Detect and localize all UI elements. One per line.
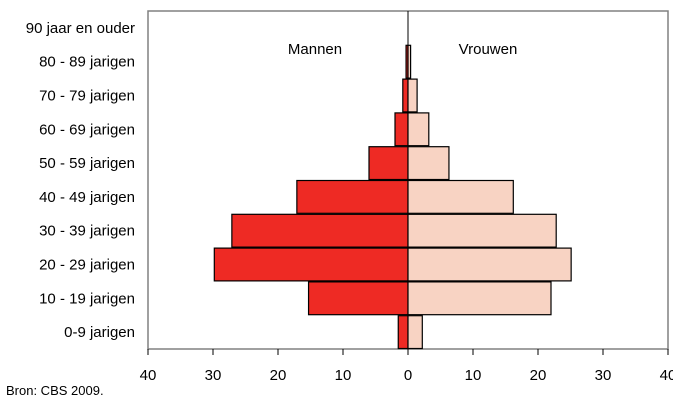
bar-mannen-7 bbox=[402, 78, 409, 113]
category-label: 60 - 69 jarigen bbox=[39, 121, 135, 138]
bars-group bbox=[213, 11, 572, 350]
bar-vrouwen-0 bbox=[407, 315, 423, 350]
x-tick-label: 20 bbox=[530, 367, 547, 384]
bar-mannen-3 bbox=[231, 213, 409, 248]
category-label: 70 - 79 jarigen bbox=[39, 88, 135, 105]
category-labels: 0-9 jarigen 10 - 19 jarigen 20 - 29 jarige… bbox=[26, 20, 135, 341]
category-label: 50 - 59 jarigen bbox=[39, 155, 135, 172]
series-label-mannen: Mannen bbox=[288, 41, 342, 58]
bar-mannen-5 bbox=[368, 146, 409, 181]
series-label-vrouwen: Vrouwen bbox=[459, 41, 518, 58]
bar-vrouwen-6 bbox=[407, 112, 430, 147]
x-tick-label: 10 bbox=[335, 367, 352, 384]
x-tick-label: 40 bbox=[660, 367, 673, 384]
bar-mannen-0 bbox=[397, 315, 409, 350]
bar-mannen-6 bbox=[394, 112, 409, 147]
category-label: 30 - 39 jarigen bbox=[39, 223, 135, 240]
x-axis: 40 30 20 10 0 10 20 30 40 bbox=[140, 349, 673, 384]
x-tick-label: 30 bbox=[595, 367, 612, 384]
x-tick-label: 0 bbox=[404, 367, 412, 384]
category-label: 0-9 jarigen bbox=[64, 324, 135, 341]
bar-mannen-1 bbox=[307, 281, 409, 316]
bar-mannen-2 bbox=[213, 247, 409, 282]
bar-mannen-4 bbox=[296, 179, 409, 214]
bar-vrouwen-5 bbox=[407, 146, 450, 181]
x-tick-label: 30 bbox=[205, 367, 222, 384]
x-tick-label: 40 bbox=[140, 367, 157, 384]
category-label: 20 - 29 jarigen bbox=[39, 257, 135, 274]
category-label: 40 - 49 jarigen bbox=[39, 189, 135, 206]
category-label: 10 - 19 jarigen bbox=[39, 290, 135, 307]
bar-vrouwen-2 bbox=[407, 247, 572, 282]
x-tick-label: 20 bbox=[270, 367, 287, 384]
category-label: 90 jaar en ouder bbox=[26, 20, 135, 37]
bar-vrouwen-7 bbox=[407, 78, 418, 113]
bar-vrouwen-3 bbox=[407, 213, 557, 248]
category-label: 80 - 89 jarigen bbox=[39, 54, 135, 71]
bar-vrouwen-1 bbox=[407, 281, 552, 316]
source-note: Bron: CBS 2009. bbox=[6, 383, 104, 398]
x-tick-label: 10 bbox=[465, 367, 482, 384]
bar-vrouwen-4 bbox=[407, 179, 514, 214]
